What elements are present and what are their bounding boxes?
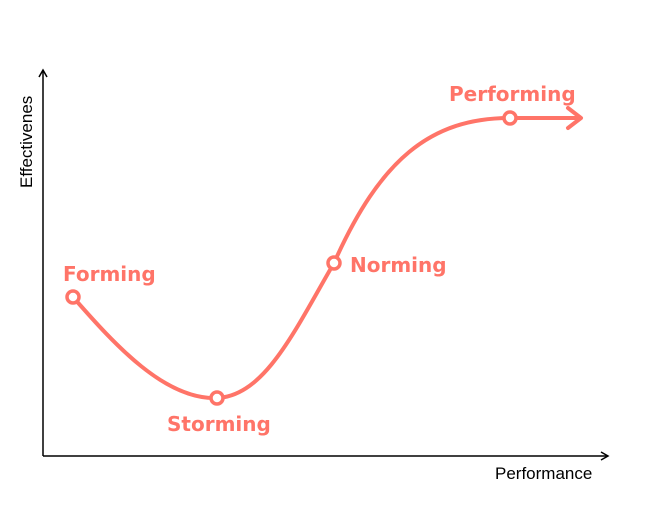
stage-label-performing: Performing (449, 82, 576, 106)
stage-curve (71, 116, 582, 401)
curve-arrowhead-icon (566, 106, 583, 130)
stage-label-norming: Norming (350, 253, 447, 277)
y-axis-label: Effectivenes (17, 96, 36, 188)
stage-marker-forming (65, 289, 81, 305)
stage-marker-norming (326, 255, 342, 271)
stage-marker-performing (502, 110, 518, 126)
stage-label-storming: Storming (167, 412, 271, 436)
stage-label-forming: Forming (63, 262, 156, 286)
stage-marker-storming (209, 390, 225, 406)
x-axis-label: Performance (495, 464, 592, 483)
